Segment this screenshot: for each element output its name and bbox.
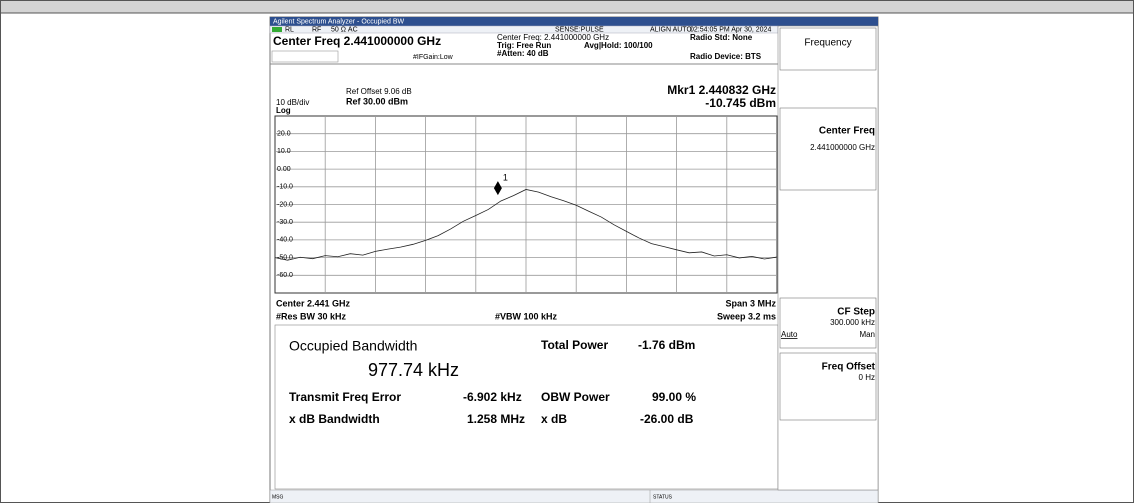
vbw: #VBW 100 kHz <box>495 311 558 321</box>
y-tick-label: -30.0 <box>277 219 293 226</box>
y-tick-label: -10.0 <box>277 184 293 191</box>
total-power-value: -1.76 dBm <box>638 338 695 352</box>
y-tick-label: 0.00 <box>277 166 291 173</box>
softkey-value: 300.000 kHz <box>830 318 875 327</box>
xdb-bw-label: x dB Bandwidth <box>289 412 380 426</box>
ref-offset: Ref Offset 9.06 dB <box>346 87 412 96</box>
softkey-panel <box>777 25 879 491</box>
status-icon <box>272 27 282 32</box>
status-rl: RL <box>285 26 294 33</box>
softkey-label: Frequency <box>804 38 851 49</box>
entry-box <box>271 50 339 63</box>
status-rf: RF <box>312 26 321 33</box>
avg-hold: Avg|Hold: 100/100 <box>584 41 653 50</box>
xdb-value: -26.00 dB <box>640 412 694 426</box>
marker-label: 1 <box>503 172 508 182</box>
softkey[interactable] <box>779 27 877 71</box>
radio-std: Radio Std: None <box>690 33 753 42</box>
softkeys: Frequency Center Freq 2.441000000 GHz CF St… <box>779 27 877 421</box>
center-freq-info: Center Freq: 2.441000000 GHz <box>497 33 609 42</box>
status-align: ALIGN AUTO <box>650 26 692 33</box>
atten: #Atten: 40 dB <box>497 49 549 58</box>
softkey-label: Center Freq <box>819 126 875 137</box>
obw-power-value: 99.00 % <box>652 390 696 404</box>
obw-value: 977.74 kHz <box>368 360 459 380</box>
obw-label: Occupied Bandwidth <box>289 338 417 354</box>
xdb-label: x dB <box>541 412 567 426</box>
span: Span 3 MHz <box>725 298 776 308</box>
scale: 10 dB/div <box>276 98 309 107</box>
results-panel <box>274 324 779 490</box>
softkey[interactable] <box>779 107 877 191</box>
softkey-label: Freq Offset <box>822 362 876 373</box>
title-bar <box>270 17 878 26</box>
softkey[interactable] <box>779 297 877 349</box>
y-tick-label: 20.0 <box>277 131 291 138</box>
res-bw: #Res BW 30 kHz <box>276 311 347 321</box>
scale-type: Log <box>276 106 291 115</box>
xdb-bw-value: 1.258 MHz <box>467 412 525 426</box>
marker-readout: Mkr1 2.440832 GHz <box>667 83 776 97</box>
plot: 20.0 10.0 0.00 -10.0 -20.0 -30.0 -40.0 -50.0 -60… <box>274 115 778 294</box>
window-title: Agilent Spectrum Analyzer - Occupied BW <box>273 18 405 25</box>
trace <box>274 189 778 261</box>
freq-error-value: -6.902 kHz <box>463 390 522 404</box>
freq-error-label: Transmit Freq Error <box>289 390 401 404</box>
if-gain: #IFGain:Low <box>413 54 454 61</box>
radio-device: Radio Device: BTS <box>690 52 762 61</box>
y-tick-label: 10.0 <box>277 148 291 155</box>
y-tick-label: -40.0 <box>277 237 293 244</box>
trig: Trig: Free Run <box>497 41 551 50</box>
softkey-value: 2.441000000 GHz <box>810 143 875 152</box>
sweep: Sweep 3.2 ms <box>717 311 776 321</box>
softkey[interactable] <box>779 352 877 421</box>
center-freq: Center Freq 2.441000000 GHz <box>273 34 441 48</box>
total-power-label: Total Power <box>541 338 608 352</box>
status-input: 50 Ω AC <box>331 26 358 33</box>
softkey-label: CF Step <box>837 307 875 318</box>
obw-power-label: OBW Power <box>541 390 610 404</box>
msg: MSG <box>272 494 284 500</box>
status-datetime: 02:54:05 PM Apr 30, 2024 <box>690 26 771 33</box>
softkey-option[interactable]: Man <box>859 330 875 339</box>
status-sense: SENSE:PULSE <box>555 26 604 33</box>
status: STATUS <box>653 494 673 500</box>
softkey-value: 0 Hz <box>859 373 875 382</box>
y-tick-label: -50.0 <box>277 254 293 261</box>
y-tick-label: -20.0 <box>277 201 293 208</box>
softkey-option[interactable]: Auto <box>781 330 798 339</box>
ref-level: Ref 30.00 dBm <box>346 96 408 106</box>
y-tick-label: -60.0 <box>277 272 293 279</box>
center: Center 2.441 GHz <box>276 298 351 308</box>
top-bar <box>1 1 1133 13</box>
marker <box>493 181 502 196</box>
message-bar <box>269 489 879 503</box>
marker-value: -10.745 dBm <box>705 96 776 110</box>
